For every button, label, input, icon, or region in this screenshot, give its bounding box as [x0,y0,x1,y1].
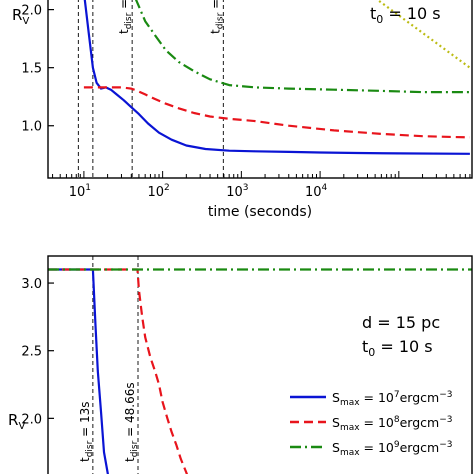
top-ytick-label-0: 1.0 [21,120,42,135]
top-ticks: 1.0 1.5 2.0 101 102 103 104 [21,4,471,200]
bottom-annotation-distance: d = 15 pc [362,313,440,332]
bottom-annotation-t0: t0 = 10 s [362,337,433,359]
top-ytick-label-2: 2.0 [21,4,42,19]
bottom-ticks: 1.52.02.53.0 [21,277,54,427]
top-vline-label-1: tdisr = 9 [208,0,225,34]
bottom-axes-frame [47,255,473,474]
top-annotation: t0 = 10 s [370,4,441,26]
top-series-1-line [83,86,470,139]
top-xtick-label-2: 103 [226,183,248,200]
top-ylabel: RV [12,6,29,27]
top-vline-label-0: tdisr = [117,0,134,34]
top-xtick-label-3: 104 [305,183,328,200]
top-xtick-label-0: 101 [69,183,91,200]
top-axes-frame [47,0,473,179]
bottom-vline-label-0: tdisr = 13s [78,401,95,462]
legend-label-1: Smax = 108ergcm−3 [332,415,452,433]
bottom-series-1-line [48,268,189,474]
bottom-ytick-label-2: 2.5 [21,345,42,360]
legend-label-2: Smax = 109ergcm−3 [332,440,452,458]
top-ytick-label-1: 1.5 [21,62,42,77]
legend: Smax = 107ergcm−3 Smax = 108ergcm−3 Smax =… [290,390,452,458]
legend-label-0: Smax = 107ergcm−3 [332,390,452,408]
top-panel: tdisr = tdisr = 9 1.0 1.5 2.0 101 102 103 104 R… [12,0,473,220]
top-plot-area: tdisr = tdisr = 9 [77,0,471,178]
top-xlabel: time (seconds) [208,204,312,220]
bottom-plot-area: tdisr = 13s tdisr = 48.66s [48,256,472,474]
bottom-ytick-label-1: 2.0 [21,412,42,427]
bottom-series-0-line [48,268,109,474]
bottom-vline-label-1: tdisr = 48.66s [123,382,140,462]
top-series-0-line [83,0,470,155]
top-xtick-label-1: 102 [147,183,169,200]
bottom-ytick-label-3: 3.0 [21,277,42,292]
bottom-ylabel: RV [8,411,25,432]
top-series-2-line [134,0,470,94]
